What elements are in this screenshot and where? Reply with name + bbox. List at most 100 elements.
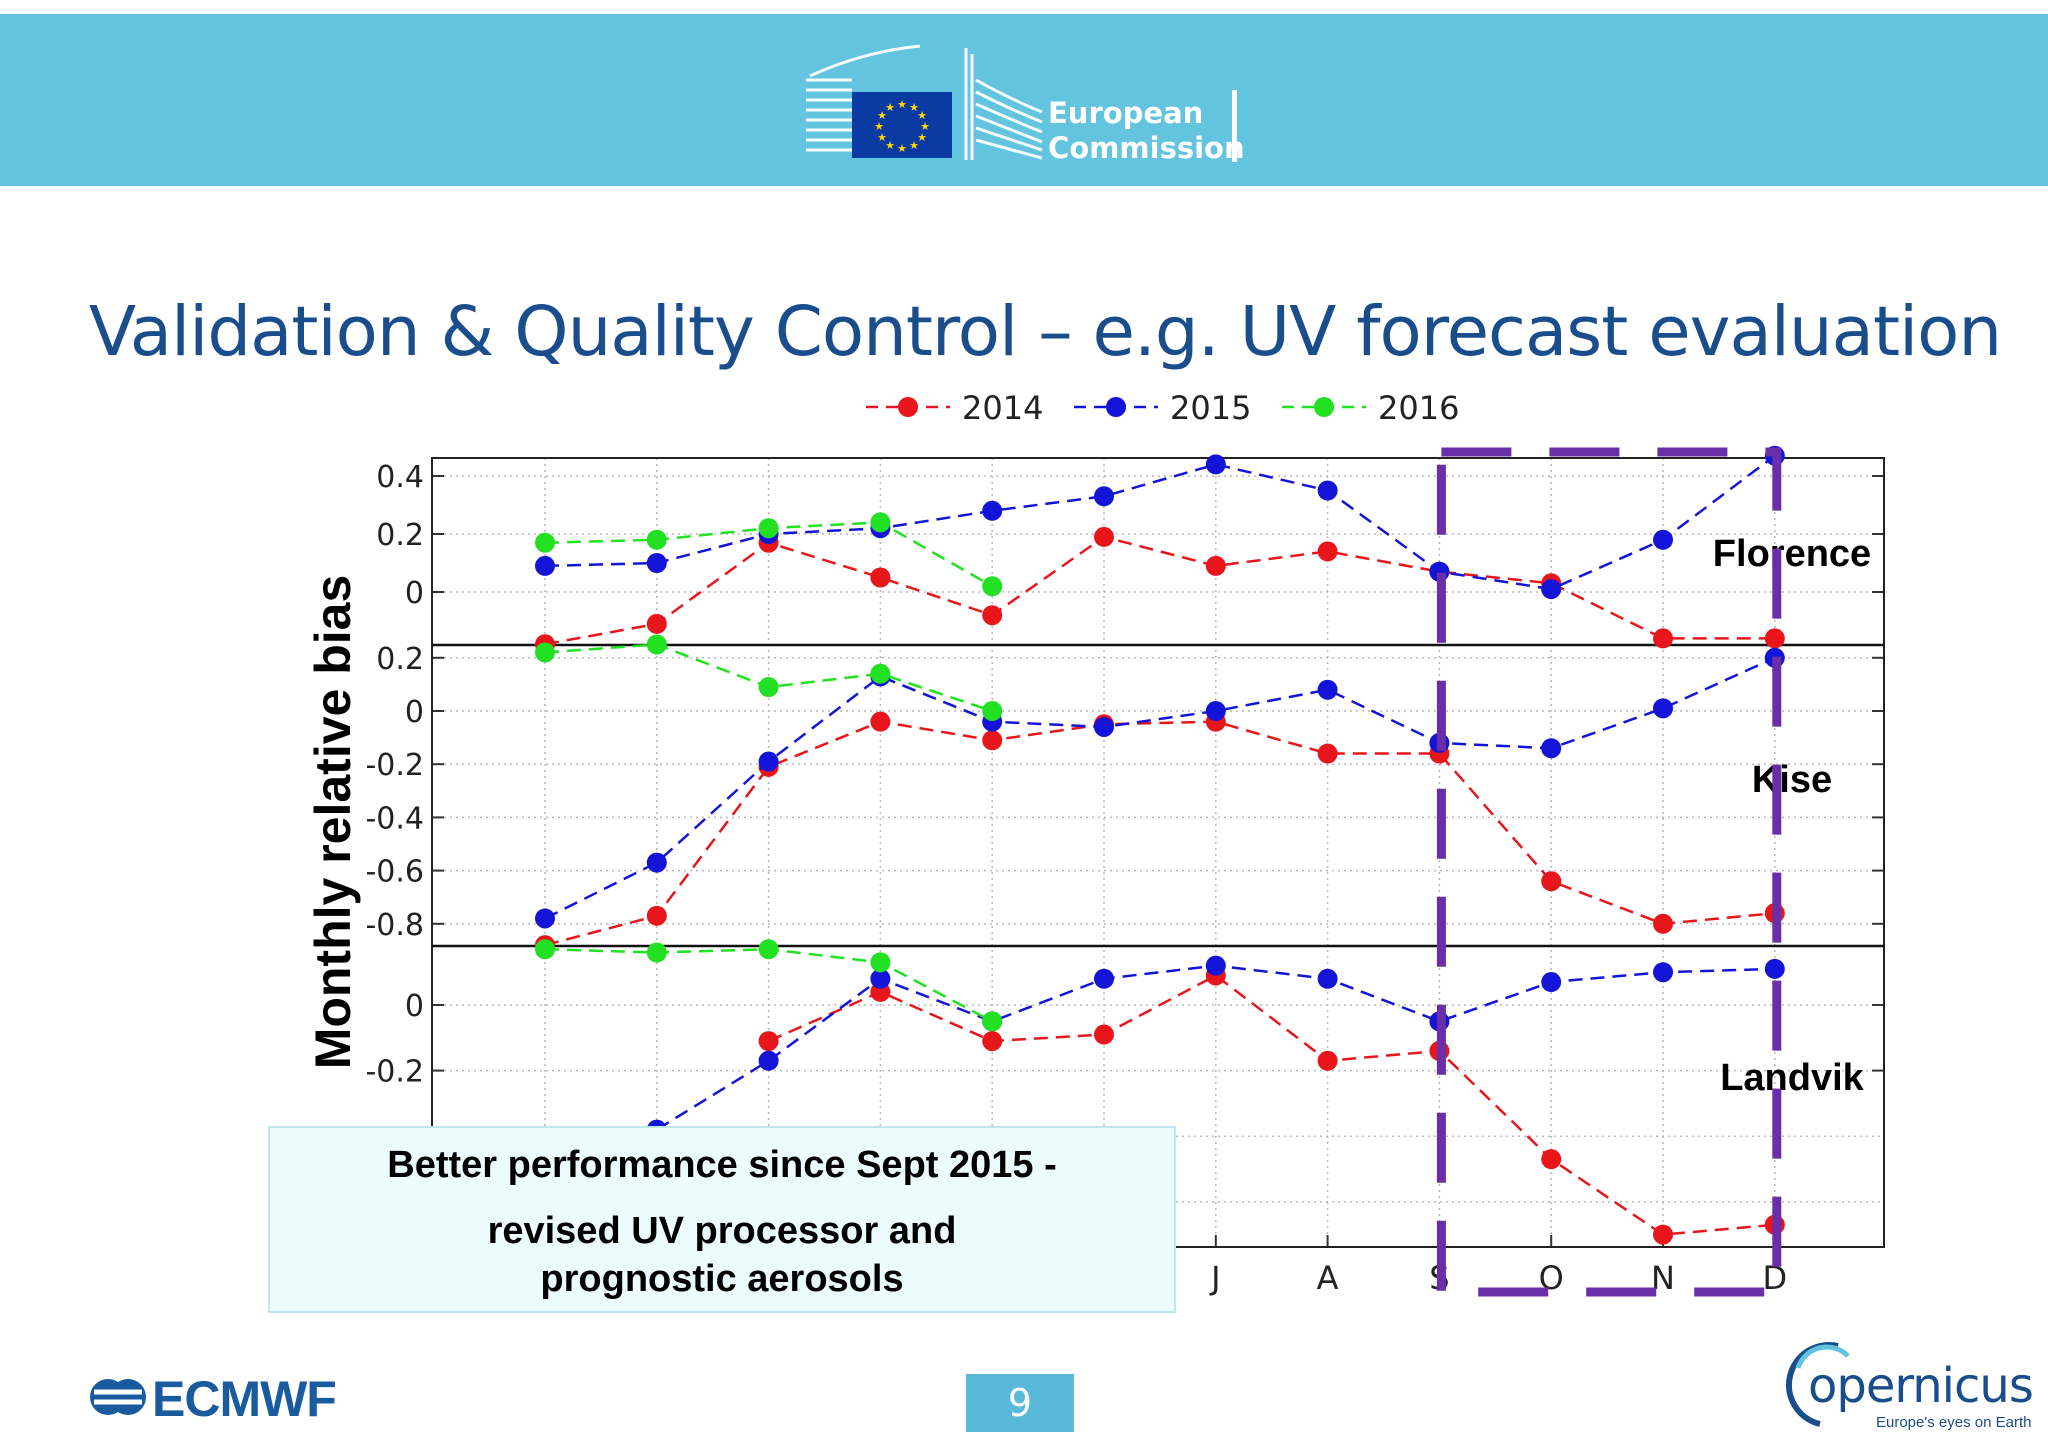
x-tick-label: A (1317, 1259, 1339, 1297)
slide-title: Validation & Quality Control – e.g. UV f… (88, 292, 2002, 372)
svg-text:★: ★ (885, 101, 895, 114)
y-tick-label: -0.4 (365, 801, 424, 836)
y-tick-label: -0.6 (365, 855, 424, 890)
series-line-2014 (544, 535, 1775, 646)
copernicus-logo: opernicus Europe's eyes on Earth (1768, 1328, 2038, 1438)
data-point-2014 (1317, 541, 1338, 562)
data-point-2016 (870, 663, 891, 684)
y-tick-label: 0.2 (376, 642, 424, 677)
svg-text:★: ★ (897, 98, 907, 111)
data-point-2015 (1541, 738, 1562, 759)
x-tick-label: J (1209, 1259, 1220, 1297)
data-point-2015 (1205, 454, 1226, 475)
data-point-2014 (646, 613, 667, 634)
data-point-2015 (758, 1050, 779, 1071)
header-banner (0, 14, 2048, 186)
data-point-2015 (1205, 701, 1226, 721)
data-point-2014 (982, 1031, 1003, 1052)
data-point-2015 (1317, 679, 1338, 700)
data-point-2014 (1653, 628, 1673, 649)
data-point-2016 (870, 512, 891, 533)
data-point-2014 (1653, 913, 1673, 934)
data-point-2016 (982, 576, 1003, 597)
y-tick-label: 0 (405, 695, 424, 730)
data-point-2015 (535, 908, 555, 929)
y-tick-label: -0.2 (365, 748, 424, 783)
copernicus-tagline: Europe's eyes on Earth (1876, 1414, 2032, 1431)
data-point-2016 (646, 634, 667, 655)
y-tick-label: 0.2 (376, 518, 424, 553)
data-point-2016 (646, 529, 667, 550)
callout-line: revised UV processor and (487, 1210, 957, 1252)
data-point-2015 (1653, 698, 1673, 719)
ecmwf-logo-icon (90, 1379, 146, 1415)
data-point-2016 (758, 677, 779, 698)
svg-text:★: ★ (885, 139, 895, 152)
chart-legend: 2014 2015 2016 (866, 389, 1459, 427)
data-point-2014 (1205, 555, 1226, 576)
callout-line: Better performance since Sept 2015 - (387, 1144, 1057, 1186)
chart-labels: J A S O N D0.40.20Florence0.20-0.2-0.4-0.6-0.… (305, 460, 1871, 1297)
chart-grid (432, 458, 1884, 1247)
legend-label: 2015 (1170, 389, 1251, 427)
legend-label: 2016 (1378, 389, 1459, 427)
svg-text:★: ★ (909, 139, 919, 152)
y-axis-label: Monthly relative bias (305, 575, 361, 1070)
callout-line: prognostic aerosols (540, 1258, 904, 1300)
data-point-2014 (1764, 628, 1785, 649)
data-point-2014 (1541, 871, 1562, 892)
y-tick-label: 0 (405, 576, 424, 611)
data-point-2015 (870, 968, 891, 989)
data-point-2014 (870, 567, 891, 588)
data-point-2015 (646, 553, 667, 573)
legend-marker-2014 (898, 397, 918, 417)
data-point-2014 (982, 605, 1003, 626)
data-point-2016 (982, 1011, 1003, 1032)
page-number: 9 (966, 1374, 1074, 1432)
data-point-2016 (646, 942, 667, 963)
ecmwf-logo: ECMWF (88, 1370, 337, 1428)
data-point-2014 (758, 1031, 779, 1052)
svg-text:★: ★ (874, 120, 884, 133)
panel-label: Landvik (1720, 1057, 1864, 1099)
y-tick-label: -0.2 (365, 1055, 424, 1090)
series-line-2015 (544, 454, 1776, 591)
data-point-2015 (1653, 962, 1673, 983)
logo-text-commission: Commission (1048, 131, 1245, 165)
data-point-2014 (1541, 1149, 1562, 1170)
legend-label: 2014 (962, 389, 1043, 427)
data-point-2014 (646, 905, 667, 926)
data-point-2014 (1317, 1050, 1338, 1071)
panel-label: Kise (1752, 759, 1832, 801)
data-point-2014 (1094, 1024, 1114, 1045)
logo-text-european: European (1048, 96, 1204, 130)
data-point-2015 (1094, 968, 1114, 989)
data-point-2016 (758, 518, 779, 539)
data-point-2015 (535, 555, 555, 576)
data-point-2014 (1653, 1224, 1673, 1245)
svg-text:★: ★ (917, 109, 927, 122)
svg-text:★: ★ (897, 142, 907, 155)
data-point-2016 (982, 701, 1003, 721)
svg-text:★: ★ (877, 109, 887, 122)
data-point-2016 (870, 952, 891, 973)
legend-marker-2016 (1314, 397, 1334, 417)
highlight-box (1436, 447, 1782, 1297)
copernicus-swoosh-icon (1786, 1342, 1850, 1427)
highlight-box-rect (1436, 447, 1782, 1297)
data-point-2015 (1541, 972, 1562, 993)
callout-box: Better performance since Sept 2015 - rev… (268, 1126, 1176, 1313)
data-point-2015 (758, 751, 779, 772)
svg-text:★: ★ (909, 101, 919, 114)
series-line-2015 (544, 656, 1776, 920)
data-point-2014 (982, 730, 1003, 751)
svg-text:★: ★ (877, 131, 887, 144)
data-point-2014 (870, 711, 891, 732)
copernicus-logo-text: opernicus (1808, 1358, 2034, 1414)
x-tick-label: N (1651, 1259, 1675, 1297)
legend-marker-2015 (1106, 397, 1126, 417)
panel-label: Florence (1713, 533, 1871, 575)
data-point-2015 (1653, 529, 1673, 550)
series-line-2014 (768, 974, 1775, 1236)
